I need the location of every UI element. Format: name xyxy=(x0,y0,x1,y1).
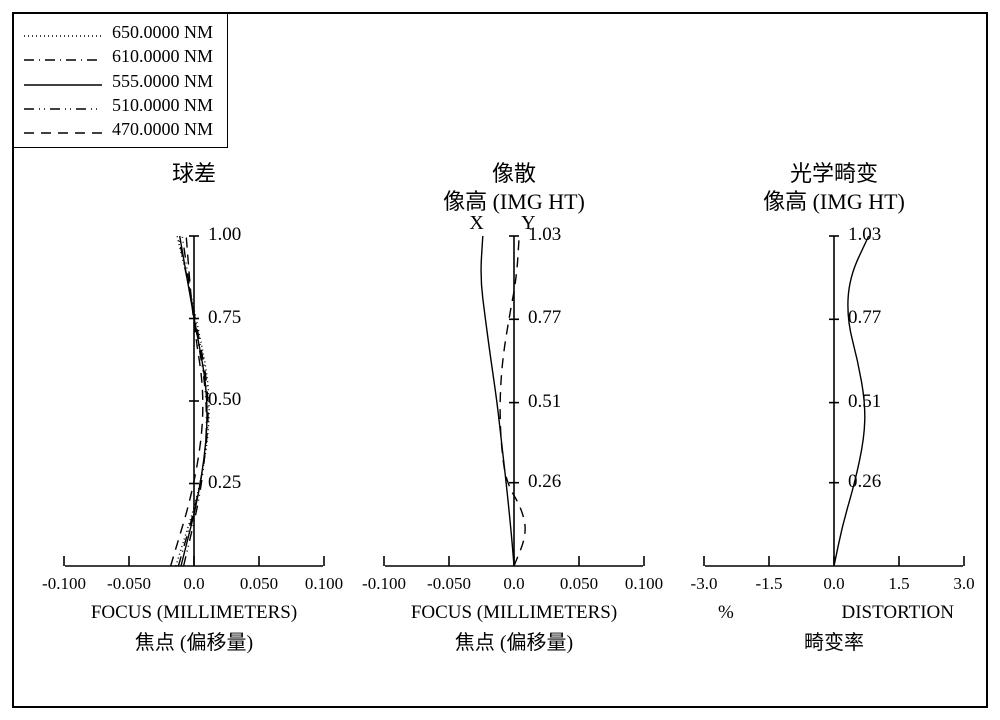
x-tick-label: -0.100 xyxy=(362,574,406,594)
x-tick-label: -1.5 xyxy=(756,574,783,594)
y-tick-label: 0.51 xyxy=(528,391,561,413)
y-tick-label: 0.51 xyxy=(848,391,881,413)
x-tick-label: 0.050 xyxy=(560,574,598,594)
chart-distortion: 光学畸变 像高 (IMG HT) -3.0-1.50.01.53.0 % DIS… xyxy=(684,164,984,704)
x-tick-label: 1.5 xyxy=(888,574,909,594)
x-axis-label-cn: 焦点 (偏移量) xyxy=(364,626,664,655)
y-tick-label: 0.77 xyxy=(848,307,881,329)
x-tick-label: -0.050 xyxy=(427,574,471,594)
figure-frame: 650.0000 NM610.0000 NM555.0000 NM510.000… xyxy=(12,12,988,708)
chart-subtitle: 像高 (IMG HT) xyxy=(684,184,984,216)
y-tick-label: 0.26 xyxy=(528,471,561,493)
x-tick-label: 0.100 xyxy=(305,574,343,594)
x-tick-label: 0.0 xyxy=(183,574,204,594)
x-tick-label: 0.0 xyxy=(823,574,844,594)
x-tick-label: 0.0 xyxy=(503,574,524,594)
y-tick-label: 0.26 xyxy=(848,471,881,493)
x-axis-label-cn: 焦点 (偏移量) xyxy=(44,626,344,655)
x-tick-label: -0.100 xyxy=(42,574,86,594)
y-tick-label: 1.03 xyxy=(528,224,561,246)
x-tick-label: 0.050 xyxy=(240,574,278,594)
x-axis-label: FOCUS (MILLIMETERS) xyxy=(364,602,664,624)
x-tick-label: -0.050 xyxy=(107,574,151,594)
x-tick-label: -3.0 xyxy=(691,574,718,594)
xy-axis-marker: X Y xyxy=(364,212,664,235)
y-tick-label: 0.77 xyxy=(528,307,561,329)
x-tick-label: 3.0 xyxy=(953,574,974,594)
y-tick-label: 0.25 xyxy=(208,472,241,494)
x-tick-label: 0.100 xyxy=(625,574,663,594)
y-tick-label: 1.00 xyxy=(208,224,241,246)
x-axis-label: FOCUS (MILLIMETERS) xyxy=(44,602,344,624)
charts-container: 球差 -0.100 -0.050 0.0 0.050 0.100 FOCUS (MILL… xyxy=(14,14,986,706)
chart-astigmatism: 像散 像高 (IMG HT) X Y -0.100-0.0500.00.0500… xyxy=(364,164,664,704)
chart-title: 球差 xyxy=(44,156,344,188)
plot-area xyxy=(64,236,324,566)
plot-area xyxy=(384,236,644,566)
chart-spherical: 球差 -0.100-0.0500.00.0500.100 FOCUS (MILL… xyxy=(44,164,344,704)
y-tick-label: 0.50 xyxy=(208,389,241,411)
plot-area xyxy=(704,236,964,566)
y-tick-label: 0.75 xyxy=(208,307,241,329)
x-axis-label-cn: 畸变率 xyxy=(684,626,984,655)
y-tick-label: 1.03 xyxy=(848,224,881,246)
